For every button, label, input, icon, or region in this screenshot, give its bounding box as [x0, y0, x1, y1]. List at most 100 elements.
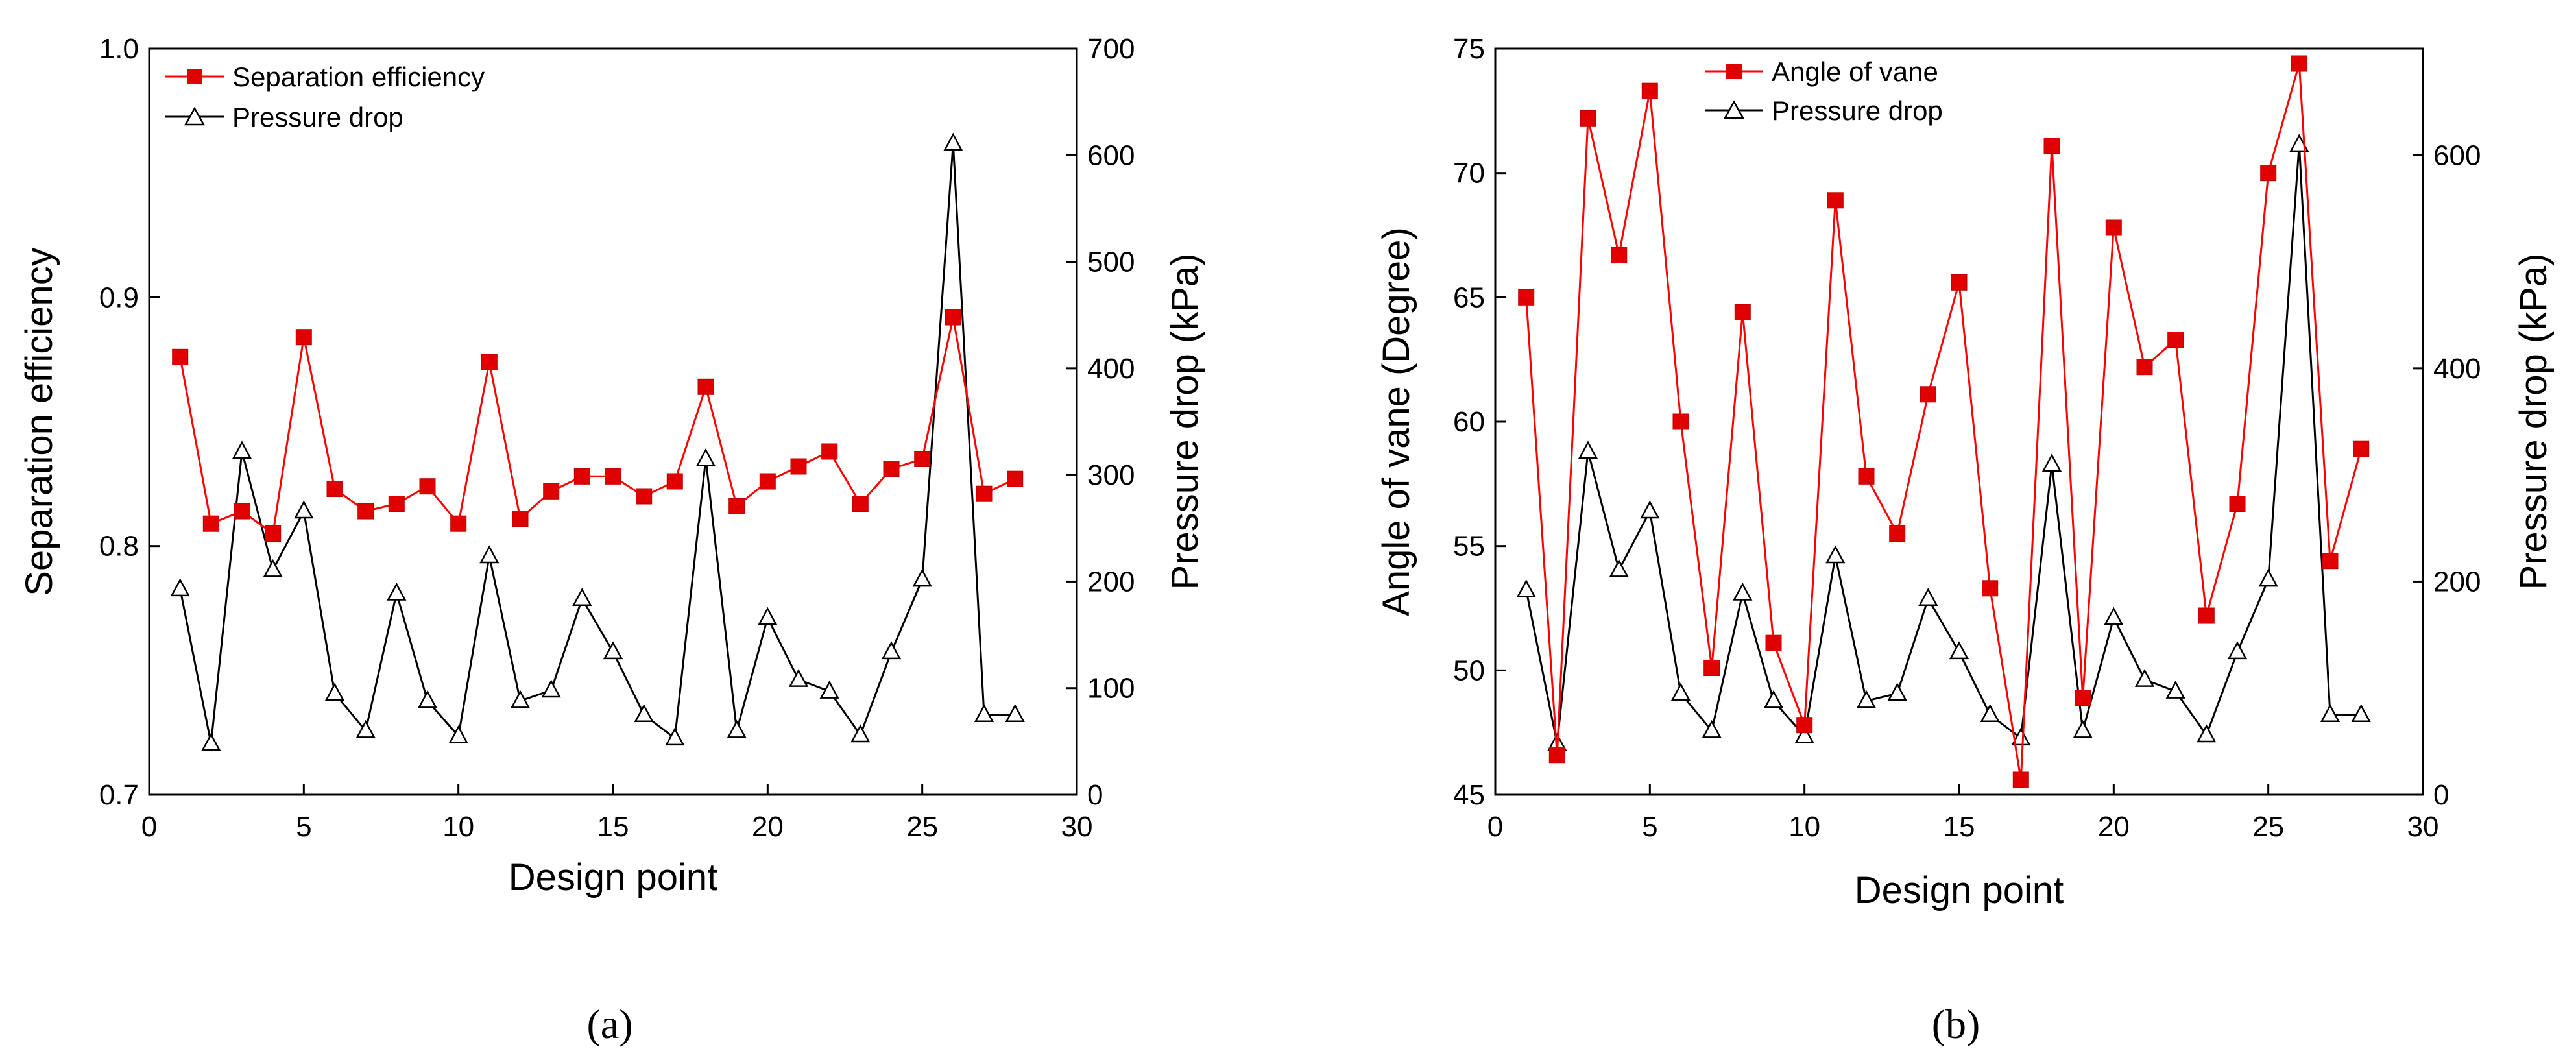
panel-a-point-red-27: [976, 485, 993, 502]
panel-a-point-black-27: [974, 704, 994, 723]
panel-a-point-black-23: [850, 724, 871, 743]
panel-b-point-black-12: [1856, 690, 1877, 708]
panel-b-x-tick-label: 15: [1944, 811, 1975, 843]
panel-a-point-red-9: [419, 478, 436, 495]
panel-b-x-tick-label: 30: [2407, 811, 2439, 843]
panel-b-legend-label-angle: Angle of vane: [1772, 56, 1938, 87]
panel-a-y2-tick-label: 300: [1087, 459, 1135, 491]
panel-b-point-black-24: [2227, 641, 2248, 660]
panel-a-y2-tick-label: 700: [1087, 33, 1135, 65]
panel-a-point-black-18: [695, 448, 716, 466]
panel-a-y2-tick-label: 0: [1087, 779, 1103, 811]
panel-b-point-black-3: [1578, 440, 1598, 459]
panel-a-point-red-11: [481, 354, 498, 370]
panel-b-point-black-14: [1918, 588, 1938, 606]
panel-a-point-black-7: [355, 719, 376, 738]
panel-a-series-line-red: [179, 317, 1016, 536]
panel-b-point-red-22: [2167, 332, 2184, 348]
panel-b-point-black-22: [2165, 680, 2185, 699]
panel-b-point-red-6: [1672, 413, 1689, 430]
panel-a-point-red-16: [636, 488, 653, 505]
panel-b-point-red-9: [1765, 634, 1782, 651]
panel-a-point-black-22: [819, 680, 839, 699]
panel-a-point-black-26: [943, 132, 963, 151]
panel-b-point-red-16: [1982, 580, 1999, 597]
panel-b-y-tick-label: 55: [1453, 531, 1485, 562]
panel-a-point-black-16: [634, 704, 654, 723]
panel-a-point-black-25: [912, 568, 932, 587]
panel-a-x-tick-label: 30: [1061, 811, 1093, 843]
panel-b-point-red-28: [2353, 440, 2370, 457]
panel-b-point-black-28: [2351, 704, 2371, 723]
panel-b-point-black-10: [1794, 725, 1814, 743]
panel-b-point-black-9: [1763, 690, 1784, 708]
panel-b-x-tick-label: 0: [1487, 811, 1503, 843]
panel-a-point-black-28: [1005, 704, 1025, 723]
panel-b-legend-marker-angle: [1726, 64, 1742, 79]
panel-b-caption: (b): [1932, 1001, 1980, 1047]
panel-b-point-red-8: [1734, 304, 1751, 320]
panel-a-point-red-19: [728, 498, 745, 514]
panel-b-point-red-1: [1518, 289, 1535, 306]
chart-panel-a: 0 5 10 15 20 25 30 0.7 0.8 0.9 1.0 0 100 200 300 400 500…: [18, 33, 1206, 1047]
panel-b-point-red-25: [2260, 165, 2277, 182]
panel-a-point-red-24: [883, 461, 900, 477]
panel-a-x-axis-title: Design point: [509, 856, 717, 899]
panel-b-series-layer: [1516, 55, 2371, 788]
panel-b-point-black-4: [1609, 559, 1629, 577]
panel-a-y2-tick-label: 600: [1087, 139, 1135, 171]
panel-b-x-tick-label: 5: [1642, 811, 1657, 843]
panel-b-series-line-black: [1525, 144, 2361, 744]
panel-a-point-red-2: [202, 515, 219, 532]
panel-a-point-black-8: [387, 582, 407, 601]
panel-a-point-red-12: [512, 511, 529, 527]
panel-b-x-axis-title: Design point: [1855, 869, 2064, 911]
panel-b-y2-tick-label: 200: [2433, 566, 2481, 597]
panel-b-point-black-6: [1670, 682, 1691, 701]
panel-a-point-black-13: [541, 679, 561, 698]
panel-a-point-red-26: [945, 309, 961, 326]
panel-a-point-red-22: [821, 443, 838, 460]
panel-a-series-layer: [170, 132, 1025, 751]
panel-b-point-red-24: [2229, 496, 2246, 512]
panel-a-point-black-10: [448, 725, 468, 743]
panel-a-point-black-21: [788, 668, 809, 687]
panel-b-point-red-12: [1858, 468, 1875, 485]
panel-b-point-red-5: [1641, 82, 1658, 99]
panel-a-y-tick-label: 1.0: [99, 33, 139, 65]
panel-a-point-black-5: [294, 500, 314, 519]
chart-panel-b: 0 5 10 15 20 25 30 45 50 55 60 65 70 75 0 200 400 600 Des…: [1375, 33, 2555, 1047]
panel-a-legend: Separation efficiency Pressure drop: [165, 62, 485, 132]
panel-b-point-red-13: [1889, 525, 1906, 542]
panel-a-point-red-23: [852, 496, 869, 512]
panel-b-point-black-21: [2134, 668, 2155, 687]
panel-b-y2-tick-label: 0: [2433, 779, 2449, 811]
panel-a-point-black-15: [603, 641, 623, 660]
panel-a-x-tick-label: 5: [296, 811, 311, 843]
panel-b-point-black-17: [2011, 727, 2031, 746]
panel-a-point-red-20: [759, 473, 776, 490]
panel-b-point-red-26: [2291, 55, 2307, 72]
panel-a-x-tick-label: 0: [141, 811, 157, 843]
panel-a-point-red-15: [605, 468, 621, 485]
panel-b-point-red-27: [2322, 553, 2339, 570]
panel-a-legend-marker-pressure: [184, 106, 206, 126]
panel-b-point-black-7: [1702, 719, 1722, 738]
panel-a-point-black-1: [170, 578, 190, 597]
panel-b-point-black-13: [1887, 682, 1907, 701]
panel-a-point-red-1: [172, 348, 189, 365]
panel-a-point-black-2: [201, 732, 221, 751]
panel-a-point-red-6: [326, 481, 343, 497]
panel-a-point-red-18: [697, 378, 714, 395]
panel-a-point-red-10: [450, 515, 467, 532]
panel-b-point-black-1: [1516, 579, 1536, 597]
panel-b-legend: Angle of vane Pressure drop: [1705, 56, 1943, 126]
panel-a-caption: (a): [586, 1001, 632, 1047]
panel-a-point-black-12: [510, 690, 531, 708]
panel-a-point-black-14: [572, 588, 592, 606]
panel-a-point-red-4: [265, 525, 282, 542]
panel-a-ticks: 0 5 10 15 20 25 30 0.7 0.8 0.9 1.0 0 100 200 300 400 500…: [99, 33, 1135, 843]
panel-a-point-black-19: [727, 719, 747, 738]
panel-b-point-red-23: [2198, 607, 2215, 624]
